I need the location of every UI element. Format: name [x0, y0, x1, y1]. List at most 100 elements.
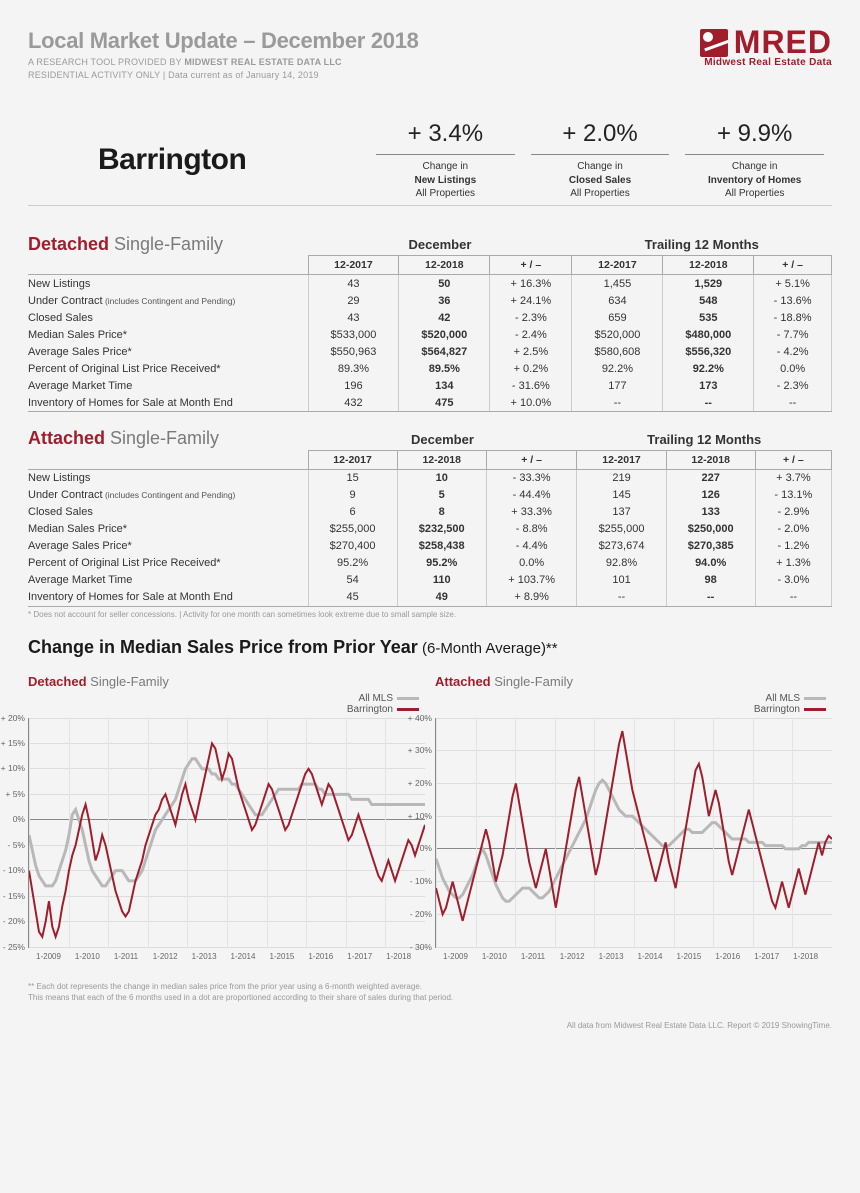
y-axis-label: - 5%: [8, 840, 29, 850]
logo-text: MRED: [734, 24, 832, 61]
table-row: New Listings1510- 33.3%219227+ 3.7%: [28, 469, 832, 487]
x-axis-label: 1-2017: [347, 952, 386, 961]
y-axis-label: - 20%: [410, 909, 436, 919]
chart1-title-red: Detached: [28, 674, 87, 689]
cell: 43: [308, 309, 399, 326]
cell: 45: [308, 589, 397, 607]
cell: 134: [399, 377, 490, 394]
legend-mls-swatch: [397, 697, 419, 700]
header: Local Market Update – December 2018 A RE…: [28, 28, 832, 80]
x-axis-label: 1-2012: [153, 952, 192, 961]
cell: 43: [308, 275, 399, 293]
chart2-title-gray: Single-Family: [491, 674, 573, 689]
cell: $270,385: [666, 538, 755, 555]
stat-label: Change inNew ListingsAll Properties: [368, 160, 523, 201]
top-stat-2: + 9.9% Change inInventory of HomesAll Pr…: [677, 120, 832, 201]
y-axis-label: + 10%: [1, 763, 29, 773]
cell: - 33.3%: [486, 469, 577, 487]
cell: + 0.2%: [490, 360, 572, 377]
table-row: Inventory of Homes for Sale at Month End…: [28, 394, 832, 412]
x-axis-label: 1-2010: [75, 952, 114, 961]
stat-label: Change inInventory of HomesAll Propertie…: [677, 160, 832, 201]
top-stats: + 3.4% Change inNew ListingsAll Properti…: [368, 120, 832, 201]
table-row: Average Market Time196134- 31.6%177173- …: [28, 377, 832, 394]
table-row: New Listings4350+ 16.3%1,4551,529+ 5.1%: [28, 275, 832, 293]
metric-label: Average Sales Price*: [28, 538, 308, 555]
metric-label: Under Contract (includes Contingent and …: [28, 487, 308, 504]
cell: 50: [399, 275, 490, 293]
cell: $273,674: [577, 538, 666, 555]
cell: 133: [666, 504, 755, 521]
cell: 5: [397, 487, 486, 504]
cell: 98: [666, 572, 755, 589]
cell: + 3.7%: [755, 469, 831, 487]
legend-area-label: Barrington: [347, 704, 393, 715]
cell: 42: [399, 309, 490, 326]
cell: $258,438: [397, 538, 486, 555]
legend-mls-swatch-2: [804, 697, 826, 700]
x-axis-label: 1-2016: [308, 952, 347, 961]
cell: $232,500: [397, 521, 486, 538]
cell: + 33.3%: [486, 504, 577, 521]
cell: - 18.8%: [754, 309, 832, 326]
stat-value: + 2.0%: [523, 120, 678, 148]
cell: 535: [663, 309, 754, 326]
chart1-legend: All MLS Barrington: [28, 693, 425, 715]
cell: - 2.9%: [755, 504, 831, 521]
legend-mls-2: All MLS: [766, 693, 826, 704]
cell: 10: [397, 469, 486, 487]
x-axis-label: 1-2012: [560, 952, 599, 961]
cell: 659: [572, 309, 663, 326]
subtitle-2: RESIDENTIAL ACTIVITY ONLY | Data current…: [28, 70, 832, 80]
cell: - 8.8%: [486, 521, 577, 538]
x-axis-label: 1-2015: [676, 952, 715, 961]
legend-mls-label-2: All MLS: [766, 693, 800, 704]
cell: 95.2%: [308, 555, 397, 572]
cell: 1,455: [572, 275, 663, 293]
cell: 36: [399, 292, 490, 309]
mred-logo: MRED Midwest Real Estate Data: [700, 24, 832, 68]
y-axis-label: - 15%: [3, 891, 29, 901]
cell: 145: [577, 487, 666, 504]
chart1-plot: + 20%+ 15%+ 10%+ 5%0%- 5%- 10%- 15%- 20%…: [28, 718, 425, 948]
top-stat-0: + 3.4% Change inNew ListingsAll Properti…: [368, 120, 523, 201]
cell: - 4.4%: [486, 538, 577, 555]
chart-section-title: Change in Median Sales Price from Prior …: [28, 637, 832, 658]
cell: 110: [397, 572, 486, 589]
metric-label: Inventory of Homes for Sale at Month End: [28, 589, 308, 607]
cell: $520,000: [572, 326, 663, 343]
table-footnote: * Does not account for seller concession…: [28, 610, 832, 619]
cell: + 2.5%: [490, 343, 572, 360]
stat-value: + 9.9%: [677, 120, 832, 148]
metric-label: Closed Sales: [28, 504, 308, 521]
attached-table: DecemberTrailing 12 Months12-201712-2018…: [28, 429, 832, 607]
cell: - 2.0%: [755, 521, 831, 538]
cell: + 103.7%: [486, 572, 577, 589]
cell: 196: [308, 377, 399, 394]
cell: 1,529: [663, 275, 754, 293]
cell: - 4.2%: [754, 343, 832, 360]
table-row: Closed Sales4342- 2.3%659535- 18.8%: [28, 309, 832, 326]
cell: - 3.0%: [755, 572, 831, 589]
table-row: Average Sales Price*$270,400$258,438- 4.…: [28, 538, 832, 555]
logo-icon: [700, 29, 728, 57]
table-row: Inventory of Homes for Sale at Month End…: [28, 589, 832, 607]
y-axis-label: - 25%: [3, 942, 29, 952]
detached-table: DecemberTrailing 12 Months12-201712-2018…: [28, 235, 832, 413]
cell: 49: [397, 589, 486, 607]
x-axis-label: 1-2015: [269, 952, 308, 961]
cell: $255,000: [308, 521, 397, 538]
table-row: Median Sales Price*$533,000$520,000- 2.4…: [28, 326, 832, 343]
x-axis-label: 1-2016: [715, 952, 754, 961]
y-axis-label: + 20%: [1, 713, 29, 723]
stat-value: + 3.4%: [368, 120, 523, 148]
y-axis-label: + 20%: [408, 778, 436, 788]
subtitle-pre: A RESEARCH TOOL PROVIDED BY: [28, 57, 184, 67]
cell: 219: [577, 469, 666, 487]
cell: 9: [308, 487, 397, 504]
subtitle-bold: MIDWEST REAL ESTATE DATA LLC: [184, 57, 341, 67]
cell: - 31.6%: [490, 377, 572, 394]
chart2-title: Attached Single-Family: [435, 674, 832, 689]
cell: --: [663, 394, 754, 412]
cell: --: [754, 394, 832, 412]
